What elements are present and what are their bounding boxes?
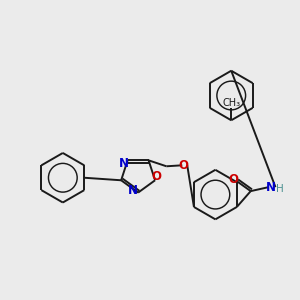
Text: O: O [178,159,188,172]
Text: O: O [229,173,239,186]
Text: O: O [151,170,161,183]
Text: H: H [276,184,283,194]
Text: N: N [128,184,138,197]
Text: N: N [119,157,129,170]
Text: N: N [266,181,275,194]
Text: CH₃: CH₃ [222,98,240,108]
